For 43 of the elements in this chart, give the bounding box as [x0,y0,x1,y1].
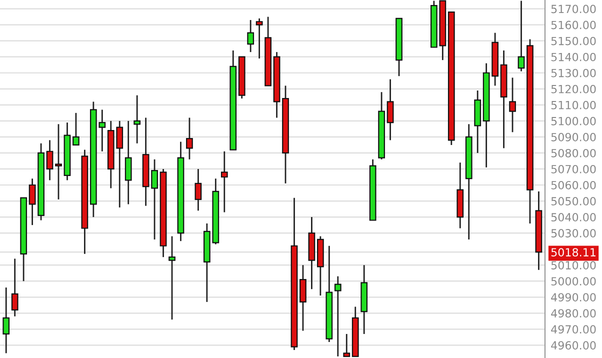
y-tick-label: 5040.00 [551,213,596,222]
candlestick [134,94,141,144]
y-tick-label: 5170.00 [551,4,596,14]
candlestick [186,117,193,160]
candlestick [386,78,394,141]
candlestick [168,236,176,320]
y-tick-label: 5000.00 [551,277,596,286]
candlestick [194,168,202,212]
y-tick-label: 5140.00 [551,52,596,62]
y-tick-label: 4960.00 [551,341,596,350]
candlestick [46,139,54,181]
candlestick [11,258,18,318]
y-tick-label: 5030.00 [551,229,596,238]
candlestick [518,0,525,72]
y-tick-label: 5060.00 [551,180,596,190]
candlestick [72,112,80,146]
y-tick-label: 4980.00 [551,309,596,318]
candlestick [28,178,36,226]
candlestick [55,123,62,200]
y-tick-label: 5090.00 [551,132,596,142]
y-tick-label: 5050.00 [551,197,596,206]
candlestick [256,18,263,60]
y-tick-label: 5010.00 [551,261,596,270]
y-tick-label: 5130.00 [551,68,596,78]
candlestick [300,264,306,332]
candlestick [151,158,158,240]
candlestick [247,19,254,53]
y-tick-label: 5100.00 [551,116,596,126]
y-tick-label: 5110.00 [551,100,596,110]
y-tick-label: 4970.00 [551,325,596,334]
candlestick [509,76,516,133]
candlestick [220,150,228,213]
candlestick [343,333,350,358]
y-tick-label: 5018.11 [551,248,596,256]
candlestick [124,120,132,205]
y-tick-label: 5150.00 [551,36,596,46]
candlestick [2,286,10,354]
y-tick-label: 5080.00 [551,148,596,158]
y-tick-label: 5070.00 [551,164,596,174]
y-tick-label: 5160.00 [551,20,596,30]
y-tick-label: 4990.00 [551,293,596,302]
candlestick [334,276,342,358]
y-tick-label: 5120.00 [551,84,596,94]
